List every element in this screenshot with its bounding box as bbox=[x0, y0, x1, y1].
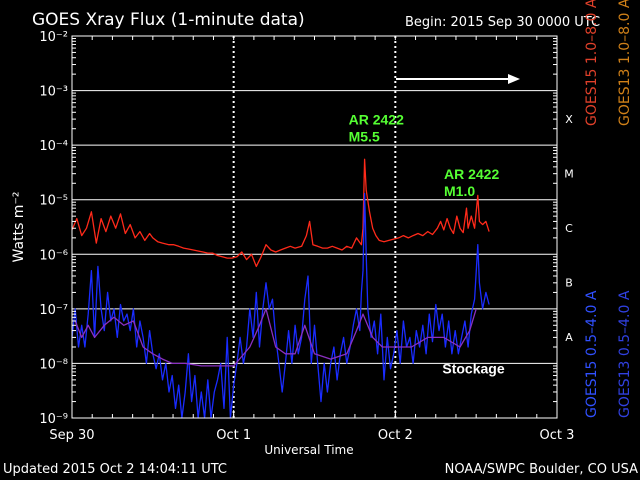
flare-class-label: M bbox=[564, 167, 574, 180]
y-tick-label: 10⁻⁸ bbox=[39, 357, 68, 372]
legend: GOES15 1.0–8.0 A GOES13 1.0–8.0 A GOES15 0… bbox=[584, 0, 633, 418]
flare-annotation: Stockage bbox=[442, 361, 504, 377]
legend-entry: GOES15 0.5–4.0 A bbox=[584, 290, 600, 418]
flare-class-label: A bbox=[565, 331, 573, 344]
grid-layer bbox=[72, 36, 557, 418]
legend-entry: GOES13 1.0–8.0 A bbox=[617, 0, 633, 126]
series-line bbox=[71, 192, 490, 419]
y-tick-label: 10⁻² bbox=[39, 30, 68, 45]
series-line bbox=[71, 158, 490, 268]
y-tick-label: 10⁻⁹ bbox=[39, 412, 68, 427]
y-tick-label: 10⁻⁴ bbox=[39, 139, 68, 154]
updated-timestamp: Updated 2015 Oct 2 14:04:11 UTC bbox=[3, 462, 227, 477]
y-tick-label: 10⁻⁷ bbox=[39, 303, 68, 318]
x-tick-label: Sep 30 bbox=[49, 428, 94, 443]
legend-entry: GOES15 1.0–8.0 A bbox=[584, 0, 600, 126]
x-tick-label: Oct 2 bbox=[378, 428, 413, 443]
credit-label: NOAA/SWPC Boulder, CO USA bbox=[445, 462, 638, 477]
legend-entry: GOES13 0.5–4.0 A bbox=[617, 290, 633, 418]
x-tick-label: Oct 1 bbox=[216, 428, 251, 443]
flare-annotation: AR 2422 bbox=[444, 166, 499, 182]
y-tick-label: 10⁻³ bbox=[39, 85, 68, 100]
flare-class-label: X bbox=[565, 113, 573, 126]
flare-annotation: M5.5 bbox=[349, 128, 380, 144]
x-axis-title: Universal Time bbox=[264, 443, 353, 457]
series-layer bbox=[71, 158, 490, 419]
y-axis-title: Watts m⁻² bbox=[11, 192, 27, 263]
y-tick-label: 10⁻⁶ bbox=[39, 248, 68, 263]
flare-class-label: B bbox=[565, 277, 573, 290]
tick-layer: 10⁻⁹ 10⁻⁸ 10⁻⁷ 10⁻⁶ 10⁻⁵ 10⁻⁴ 10⁻³ 10⁻² Sep 30 Oc… bbox=[39, 30, 574, 443]
y-tick-label: 10⁻⁵ bbox=[39, 194, 68, 209]
begin-time-label: Begin: 2015 Sep 30 0000 UTC bbox=[405, 15, 600, 30]
x-tick-label: Oct 3 bbox=[540, 428, 575, 443]
flare-annotation: AR 2422 bbox=[349, 111, 404, 127]
flare-annotation: M1.0 bbox=[444, 183, 475, 199]
flare-class-label: C bbox=[565, 222, 573, 235]
chart-title: GOES Xray Flux (1-minute data) bbox=[32, 10, 305, 30]
series-line bbox=[74, 308, 477, 367]
time-arrow-head bbox=[508, 74, 520, 84]
